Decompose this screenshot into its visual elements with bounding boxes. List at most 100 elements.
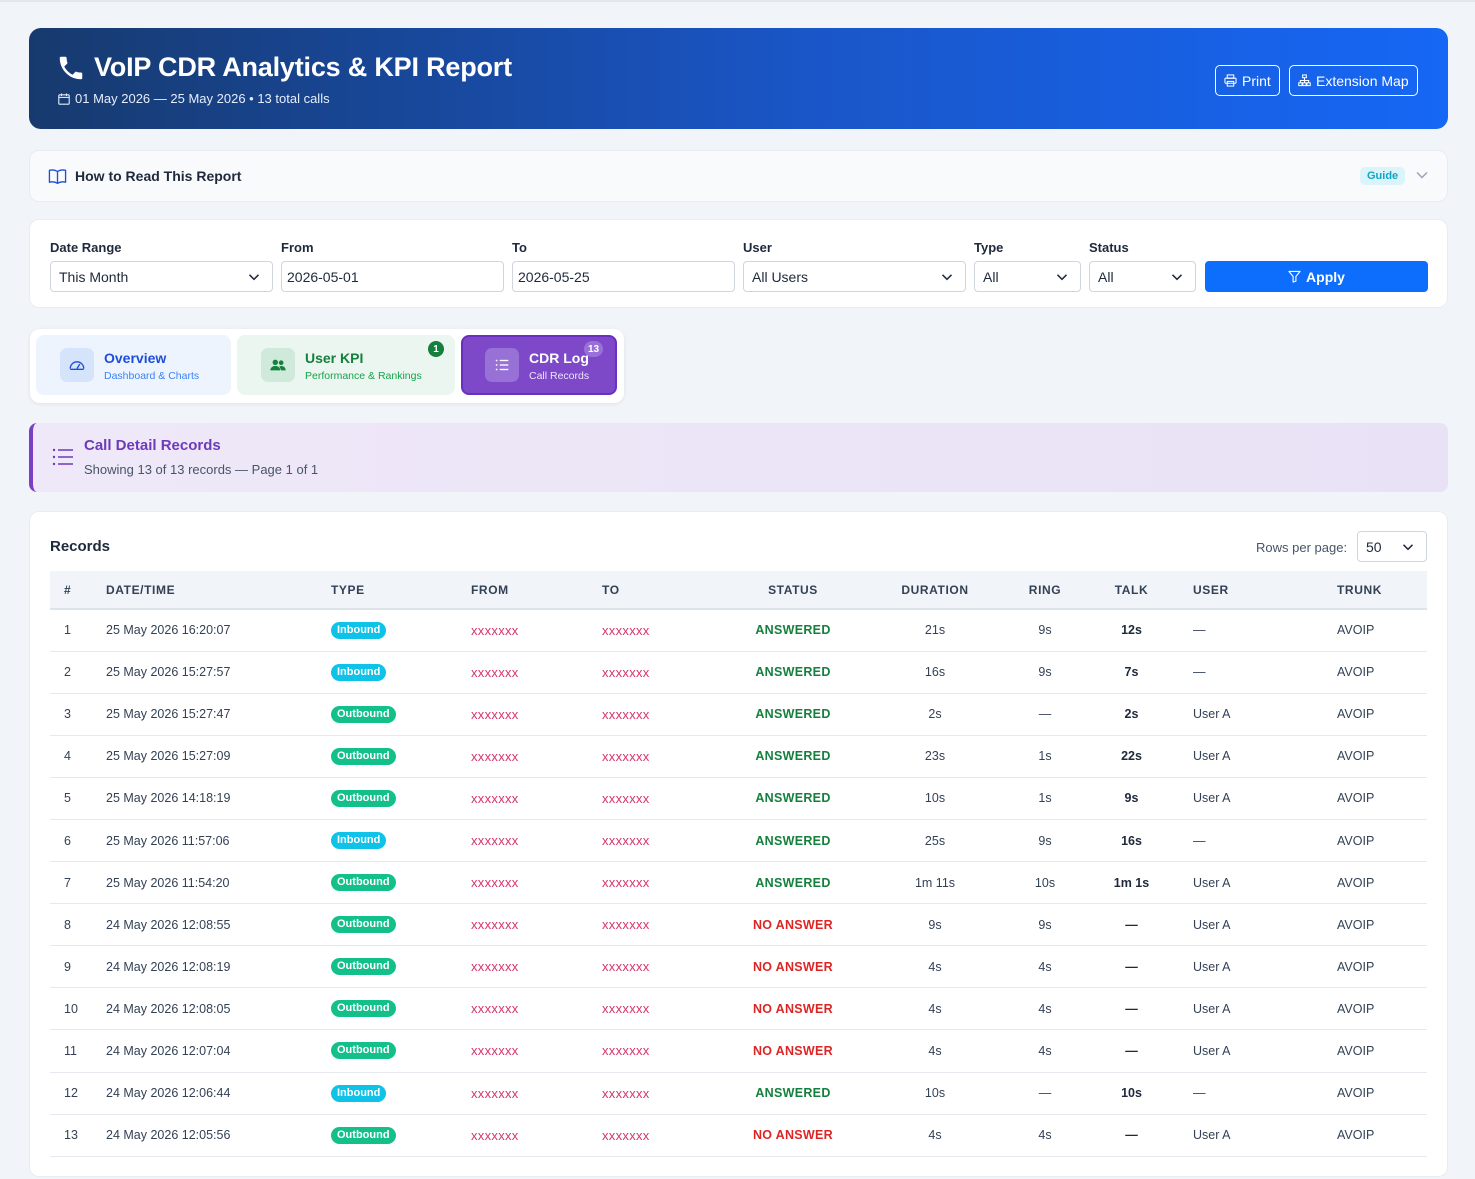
guide-accordion[interactable]: How to Read This Report Guide <box>29 150 1448 202</box>
col-header-trunk[interactable]: TRUNK <box>1337 582 1382 597</box>
user-select[interactable]: All Users <box>743 261 966 292</box>
col-header-talk[interactable]: TALK <box>1114 582 1149 597</box>
cell-trunk: AVOIP <box>1325 609 1427 651</box>
masked-number: xxxxxxx <box>602 706 650 722</box>
cell-from: xxxxxxx <box>471 988 602 1030</box>
tab-user-kpi-count: 1 <box>428 341 444 357</box>
cell-ring-text: 1s <box>1038 791 1052 806</box>
cell-talk: 12s <box>1075 609 1188 651</box>
from-date-value: 2026-05-01 <box>287 268 359 285</box>
table-row[interactable]: 6 25 May 2026 11:57:06 Inbound xxxxxxx xxxxx… <box>50 819 1427 862</box>
guide-badge: Guide <box>1360 167 1406 185</box>
masked-number: xxxxxxx <box>602 1043 650 1059</box>
chevron-down-icon <box>1402 544 1414 551</box>
from-date-input[interactable]: 2026-05-01 <box>281 261 504 292</box>
cell-ring: 4s <box>1015 1114 1075 1156</box>
masked-number: xxxxxxx <box>471 622 519 638</box>
status-select[interactable]: All <box>1089 261 1196 292</box>
tab-cdr-log-count: 13 <box>584 341 604 357</box>
cell-num: 2 <box>50 651 106 693</box>
table-row[interactable]: 2 25 May 2026 15:27:57 Inbound xxxxxxx xxxxx… <box>50 651 1427 694</box>
date-range-value: This Month <box>59 268 129 285</box>
table-row[interactable]: 7 25 May 2026 11:54:20 Outbound xxxxxxx xxxx… <box>50 862 1427 904</box>
call-type-badge: Outbound <box>331 789 396 807</box>
cell-ring: 9s <box>1015 819 1075 861</box>
cell-from: xxxxxxx <box>471 651 602 693</box>
cell-datetime: 24 May 2026 12:07:04 <box>106 1030 331 1072</box>
cell-num: 7 <box>50 862 106 904</box>
talk-time: — <box>1125 1043 1138 1058</box>
cell-datetime-text: 25 May 2026 15:27:57 <box>106 665 231 680</box>
table-row[interactable]: 3 25 May 2026 15:27:47 Outbound xxxxxxx xxxx… <box>50 693 1427 736</box>
cell-status: NO ANSWER <box>731 1114 855 1156</box>
date-range-select[interactable]: This Month <box>50 261 273 292</box>
tab-user-kpi-title: User KPI <box>305 350 364 366</box>
cell-user: — <box>1188 609 1325 651</box>
cell-datetime: 24 May 2026 12:05:56 <box>106 1114 331 1156</box>
chevron-down-icon <box>248 274 260 281</box>
col-header-duration[interactable]: DURATION <box>901 582 969 597</box>
table-row[interactable]: 11 24 May 2026 12:07:04 Outbound xxxxxxx xxx… <box>50 1030 1427 1073</box>
print-button[interactable]: Print <box>1215 65 1280 96</box>
cell-num-text: 8 <box>64 917 71 932</box>
col-header-user[interactable]: USER <box>1193 582 1229 597</box>
chevron-down-icon[interactable] <box>1415 168 1429 182</box>
call-type-badge: Outbound <box>331 1126 396 1144</box>
table-row[interactable]: 10 24 May 2026 12:08:05 Outbound xxxxxxx xxx… <box>50 988 1427 1030</box>
cell-type: Outbound <box>331 862 471 904</box>
cell-trunk: AVOIP <box>1325 1072 1427 1114</box>
col-header-status[interactable]: STATUS <box>768 582 818 597</box>
talk-time: 10s <box>1121 1086 1142 1101</box>
table-row[interactable]: 5 25 May 2026 14:18:19 Outbound xxxxxxx xxxx… <box>50 777 1427 820</box>
table-row[interactable]: 1 25 May 2026 16:20:07 Inbound xxxxxxx xxxxx… <box>50 609 1427 652</box>
call-type-badge: Outbound <box>331 958 396 976</box>
status-text: ANSWERED <box>755 707 831 722</box>
tab-overview[interactable]: Overview Dashboard & Charts <box>36 335 231 395</box>
cell-status: ANSWERED <box>731 651 855 693</box>
printer-icon <box>1224 74 1237 87</box>
cell-datetime-text: 25 May 2026 15:27:09 <box>106 749 231 764</box>
cell-talk: 7s <box>1075 651 1188 693</box>
to-date-input[interactable]: 2026-05-25 <box>512 261 735 292</box>
type-select[interactable]: All <box>974 261 1081 292</box>
cell-datetime-text: 24 May 2026 12:07:04 <box>106 1043 231 1058</box>
cell-duration: 25s <box>855 819 1015 861</box>
filter-bar: Date Range This Month From 2026-05-01 To… <box>29 219 1448 308</box>
col-header-ring[interactable]: RING <box>1028 582 1062 597</box>
table-row[interactable]: 4 25 May 2026 15:27:09 Outbound xxxxxxx xxxx… <box>50 735 1427 778</box>
table-row[interactable]: 8 24 May 2026 12:08:55 Outbound xxxxxxx xxxx… <box>50 904 1427 946</box>
calendar-icon <box>58 93 70 105</box>
cell-talk: 22s <box>1075 735 1188 777</box>
col-header-num[interactable]: # <box>64 582 72 597</box>
table-row[interactable]: 12 24 May 2026 12:06:44 Inbound xxxxxxx xxxx… <box>50 1072 1427 1115</box>
guide-title: How to Read This Report <box>75 168 242 184</box>
cell-from: xxxxxxx <box>471 862 602 904</box>
col-header-from[interactable]: FROM <box>471 582 509 597</box>
status-text: ANSWERED <box>755 791 831 806</box>
masked-number: xxxxxxx <box>602 790 650 806</box>
cell-duration: 4s <box>855 946 1015 988</box>
status-text: NO ANSWER <box>752 959 833 974</box>
col-header-type[interactable]: TYPE <box>331 582 365 597</box>
tab-user-kpi[interactable]: User KPI Performance & Rankings 1 <box>237 335 455 395</box>
cell-to: xxxxxxx <box>602 988 731 1030</box>
cell-trunk: AVOIP <box>1325 1030 1427 1072</box>
cell-num-text: 7 <box>64 875 71 890</box>
col-header-to[interactable]: TO <box>602 582 620 597</box>
cell-type: Outbound <box>331 946 471 988</box>
cell-user: User A <box>1188 862 1325 904</box>
extension-map-button[interactable]: Extension Map <box>1289 65 1418 96</box>
masked-number: xxxxxxx <box>602 748 650 764</box>
cell-duration-text: 21s <box>924 623 946 638</box>
status-text: NO ANSWER <box>752 917 833 932</box>
call-type-badge: Outbound <box>331 1000 396 1018</box>
table-row[interactable]: 9 24 May 2026 12:08:19 Outbound xxxxxxx xxxx… <box>50 946 1427 988</box>
masked-number: xxxxxxx <box>602 1085 650 1101</box>
rows-per-page-select[interactable]: 50 <box>1357 531 1427 562</box>
table-row[interactable]: 13 24 May 2026 12:05:56 Outbound xxxxxxx xxx… <box>50 1114 1427 1157</box>
col-header-datetime[interactable]: DATE/TIME <box>106 582 176 597</box>
apply-button[interactable]: Apply <box>1205 261 1428 292</box>
cell-to: xxxxxxx <box>602 904 731 946</box>
tab-cdr-log[interactable]: CDR Log Call Records 13 <box>461 335 617 395</box>
user-value: All Users <box>752 268 809 285</box>
